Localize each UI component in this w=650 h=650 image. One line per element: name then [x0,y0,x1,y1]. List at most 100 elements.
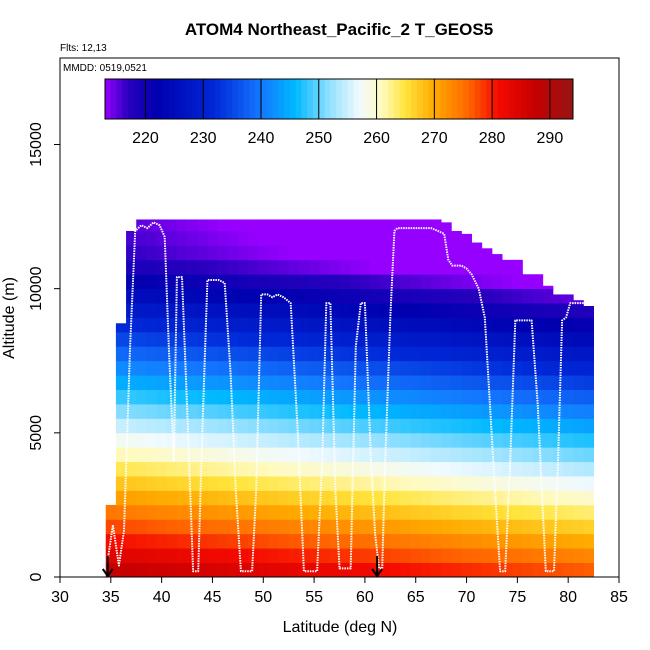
curtain-cell [248,360,259,376]
curtain-cell [390,274,401,290]
curtain-cell [369,504,381,520]
curtain-cell [563,331,574,347]
curtain-cell [349,533,361,549]
curtain-cell [309,562,320,577]
curtain-cell [410,548,422,563]
curtain-cell [430,303,442,318]
curtain-cell [288,231,300,246]
curtain-cell [410,418,422,434]
curtain-cell [461,519,473,535]
curtain-cell [349,447,361,463]
curtain-cell [359,533,371,549]
curtain-cell [369,519,381,535]
curtain-cell [400,317,412,333]
curtain-cell [430,288,442,304]
curtain-cell [369,490,381,506]
curtain-cell [349,231,361,246]
curtain-cell [583,447,594,463]
curtain-cell [583,389,594,405]
curtain-cell [217,404,229,419]
curtain-cell [278,288,290,304]
curtain-cell [552,490,564,506]
curtain-cell [187,418,198,434]
curtain-cell [166,346,178,362]
curtain-cell [461,288,473,304]
curtain-cell [573,375,584,390]
curtain-cell [552,562,564,577]
curtain-cell [502,288,513,304]
colorbar-swatch [105,79,112,119]
curtain-cell [420,447,432,463]
curtain-cell [563,375,574,390]
curtain-cell [542,519,554,535]
curtain-cell [288,447,300,463]
curtain-cell [166,548,178,563]
curtain-cell [491,331,503,347]
curtain-cell [461,346,473,362]
curtain-cell [176,476,188,491]
curtain-cell [532,346,544,362]
curtain-cell [390,461,401,477]
curtain-cell [563,418,574,434]
curtain-cell [187,360,198,376]
curtain-cell [461,245,473,261]
curtain-cell [542,447,554,463]
curtain-cell [268,360,279,376]
curtain-cell [258,389,269,405]
curtain-cell [237,245,249,261]
curtain-cell [115,331,127,347]
curtain-cell [471,242,483,246]
curtain-cell [166,432,178,448]
colorbar-frame [104,78,574,120]
y-tick-label: 5000 [28,415,45,451]
curtain-cell [115,432,127,448]
curtain-cell [197,288,208,304]
curtain-cell [359,219,371,232]
curtain-cell [217,331,229,347]
colorbar-tick-label: 270 [421,130,448,147]
curtain-cell [512,346,523,362]
curtain-cell [400,259,412,275]
curtain-cell [471,504,483,520]
colorbar-swatch [538,79,545,119]
curtain-cell [227,519,239,535]
y-axis-label: Altitude (m) [1,277,18,359]
curtain-cell [248,375,259,390]
curtain-cell [288,259,300,275]
colorbar-swatch [168,79,175,119]
colorbar-swatch [157,79,164,119]
curtain-cell [115,389,127,405]
curtain-cell [522,404,534,419]
curtain-cell [390,303,401,318]
curtain-cell [227,303,239,318]
curtain-cell [227,259,239,275]
curtain-cell [339,274,351,290]
curtain-cell [197,219,208,232]
curtain-cell [461,404,473,419]
curtain-cell [207,360,218,376]
curtain-cell [349,519,361,535]
curtain-cell [451,259,462,275]
curtain-cell [298,219,310,232]
curtain-cell [451,432,462,448]
colorbar-swatch [295,79,302,119]
curtain-cell [512,432,523,448]
curtain-cell [441,274,452,290]
curtain-cell [187,548,198,563]
curtain-cell [410,219,422,232]
curtain-cell [400,389,412,405]
curtain-cell [471,331,483,347]
curtain-cell [542,317,554,333]
curtain-cell [146,274,157,290]
curtain-cell [563,490,574,506]
flight-track-layer [106,221,589,573]
curtain-cell [400,219,412,232]
curtain-cell [573,533,584,549]
temperature-curtain [105,219,594,577]
curtain-cell [451,245,462,261]
colorbar-swatch [151,79,158,119]
curtain-cell [461,461,473,477]
curtain-cell [187,432,198,448]
curtain-cell [420,418,432,434]
curtain-cell [532,533,544,549]
